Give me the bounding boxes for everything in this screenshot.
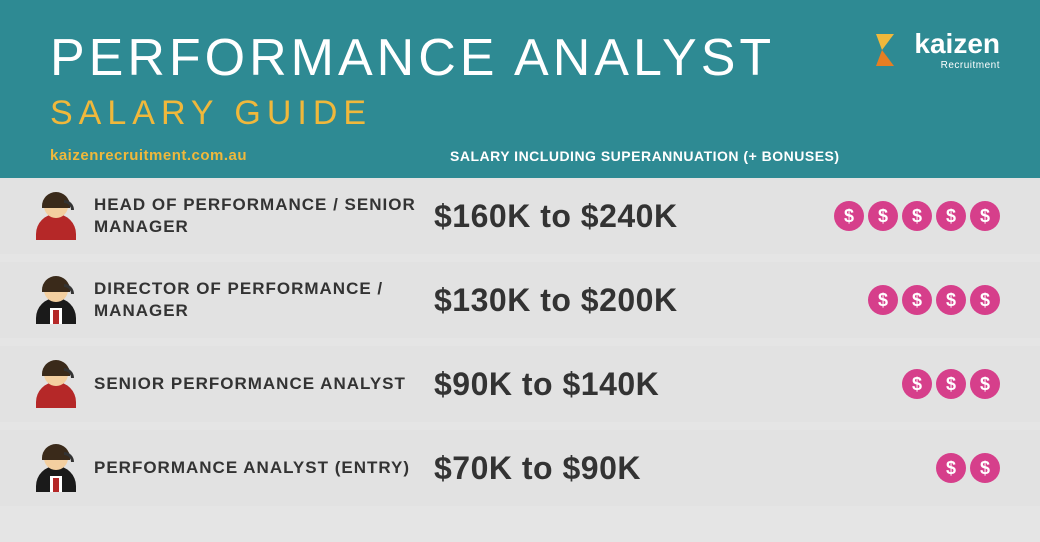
role-label: PERFORMANCE ANALYST (ENTRY) [94, 457, 434, 479]
person-female-icon [36, 192, 76, 240]
role-label: SENIOR PERFORMANCE ANALYST [94, 373, 434, 395]
dollar-coin-icon: $ [936, 201, 966, 231]
table-row: SENIOR PERFORMANCE ANALYST$90K to $140K$… [0, 346, 1040, 422]
dollar-coin-icon: $ [936, 285, 966, 315]
person-male-icon [36, 444, 76, 492]
table-row: PERFORMANCE ANALYST (ENTRY)$70K to $90K$… [0, 430, 1040, 506]
salary-table: HEAD OF PERFORMANCE / SENIOR MANAGER$160… [0, 178, 1040, 506]
dollar-coin-icon: $ [970, 285, 1000, 315]
person-male-icon [36, 276, 76, 324]
dollar-coin-icon: $ [936, 369, 966, 399]
dollar-coin-icon: $ [970, 453, 1000, 483]
dollar-coin-icon: $ [834, 201, 864, 231]
dollar-coin-icon: $ [970, 369, 1000, 399]
table-row: DIRECTOR OF PERFORMANCE / MANAGER$130K t… [0, 262, 1040, 338]
logo-subtext: Recruitment [941, 60, 1000, 71]
logo-mark-icon [864, 28, 908, 72]
role-label: DIRECTOR OF PERFORMANCE / MANAGER [94, 278, 434, 322]
dollar-coin-icon: $ [970, 201, 1000, 231]
brand-logo: kaizen Recruitment [864, 28, 1000, 72]
salary-level-indicator: $$ [800, 453, 1000, 483]
dollar-coin-icon: $ [868, 285, 898, 315]
dollar-coin-icon: $ [902, 369, 932, 399]
dollar-coin-icon: $ [902, 201, 932, 231]
role-label: HEAD OF PERFORMANCE / SENIOR MANAGER [94, 194, 434, 238]
table-row: HEAD OF PERFORMANCE / SENIOR MANAGER$160… [0, 178, 1040, 254]
dollar-coin-icon: $ [868, 201, 898, 231]
salary-level-indicator: $$$$$ [800, 201, 1000, 231]
dollar-coin-icon: $ [902, 285, 932, 315]
website-url: kaizenrecruitment.com.au [50, 147, 450, 164]
salary-range: $90K to $140K [434, 366, 800, 403]
logo-text: kaizen [914, 30, 1000, 58]
salary-range: $130K to $200K [434, 282, 800, 319]
page-title: PERFORMANCE ANALYST [50, 28, 990, 88]
salary-range: $160K to $240K [434, 198, 800, 235]
person-female-icon [36, 360, 76, 408]
salary-column-label: SALARY INCLUDING SUPERANNUATION (+ BONUS… [450, 148, 840, 164]
subheader-row: kaizenrecruitment.com.au SALARY INCLUDIN… [0, 147, 1040, 178]
salary-level-indicator: $$$$ [800, 285, 1000, 315]
page-subtitle: SALARY GUIDE [50, 94, 990, 133]
salary-level-indicator: $$$ [800, 369, 1000, 399]
salary-range: $70K to $90K [434, 450, 800, 487]
dollar-coin-icon: $ [936, 453, 966, 483]
header-banner: PERFORMANCE ANALYST SALARY GUIDE kaizen … [0, 0, 1040, 147]
